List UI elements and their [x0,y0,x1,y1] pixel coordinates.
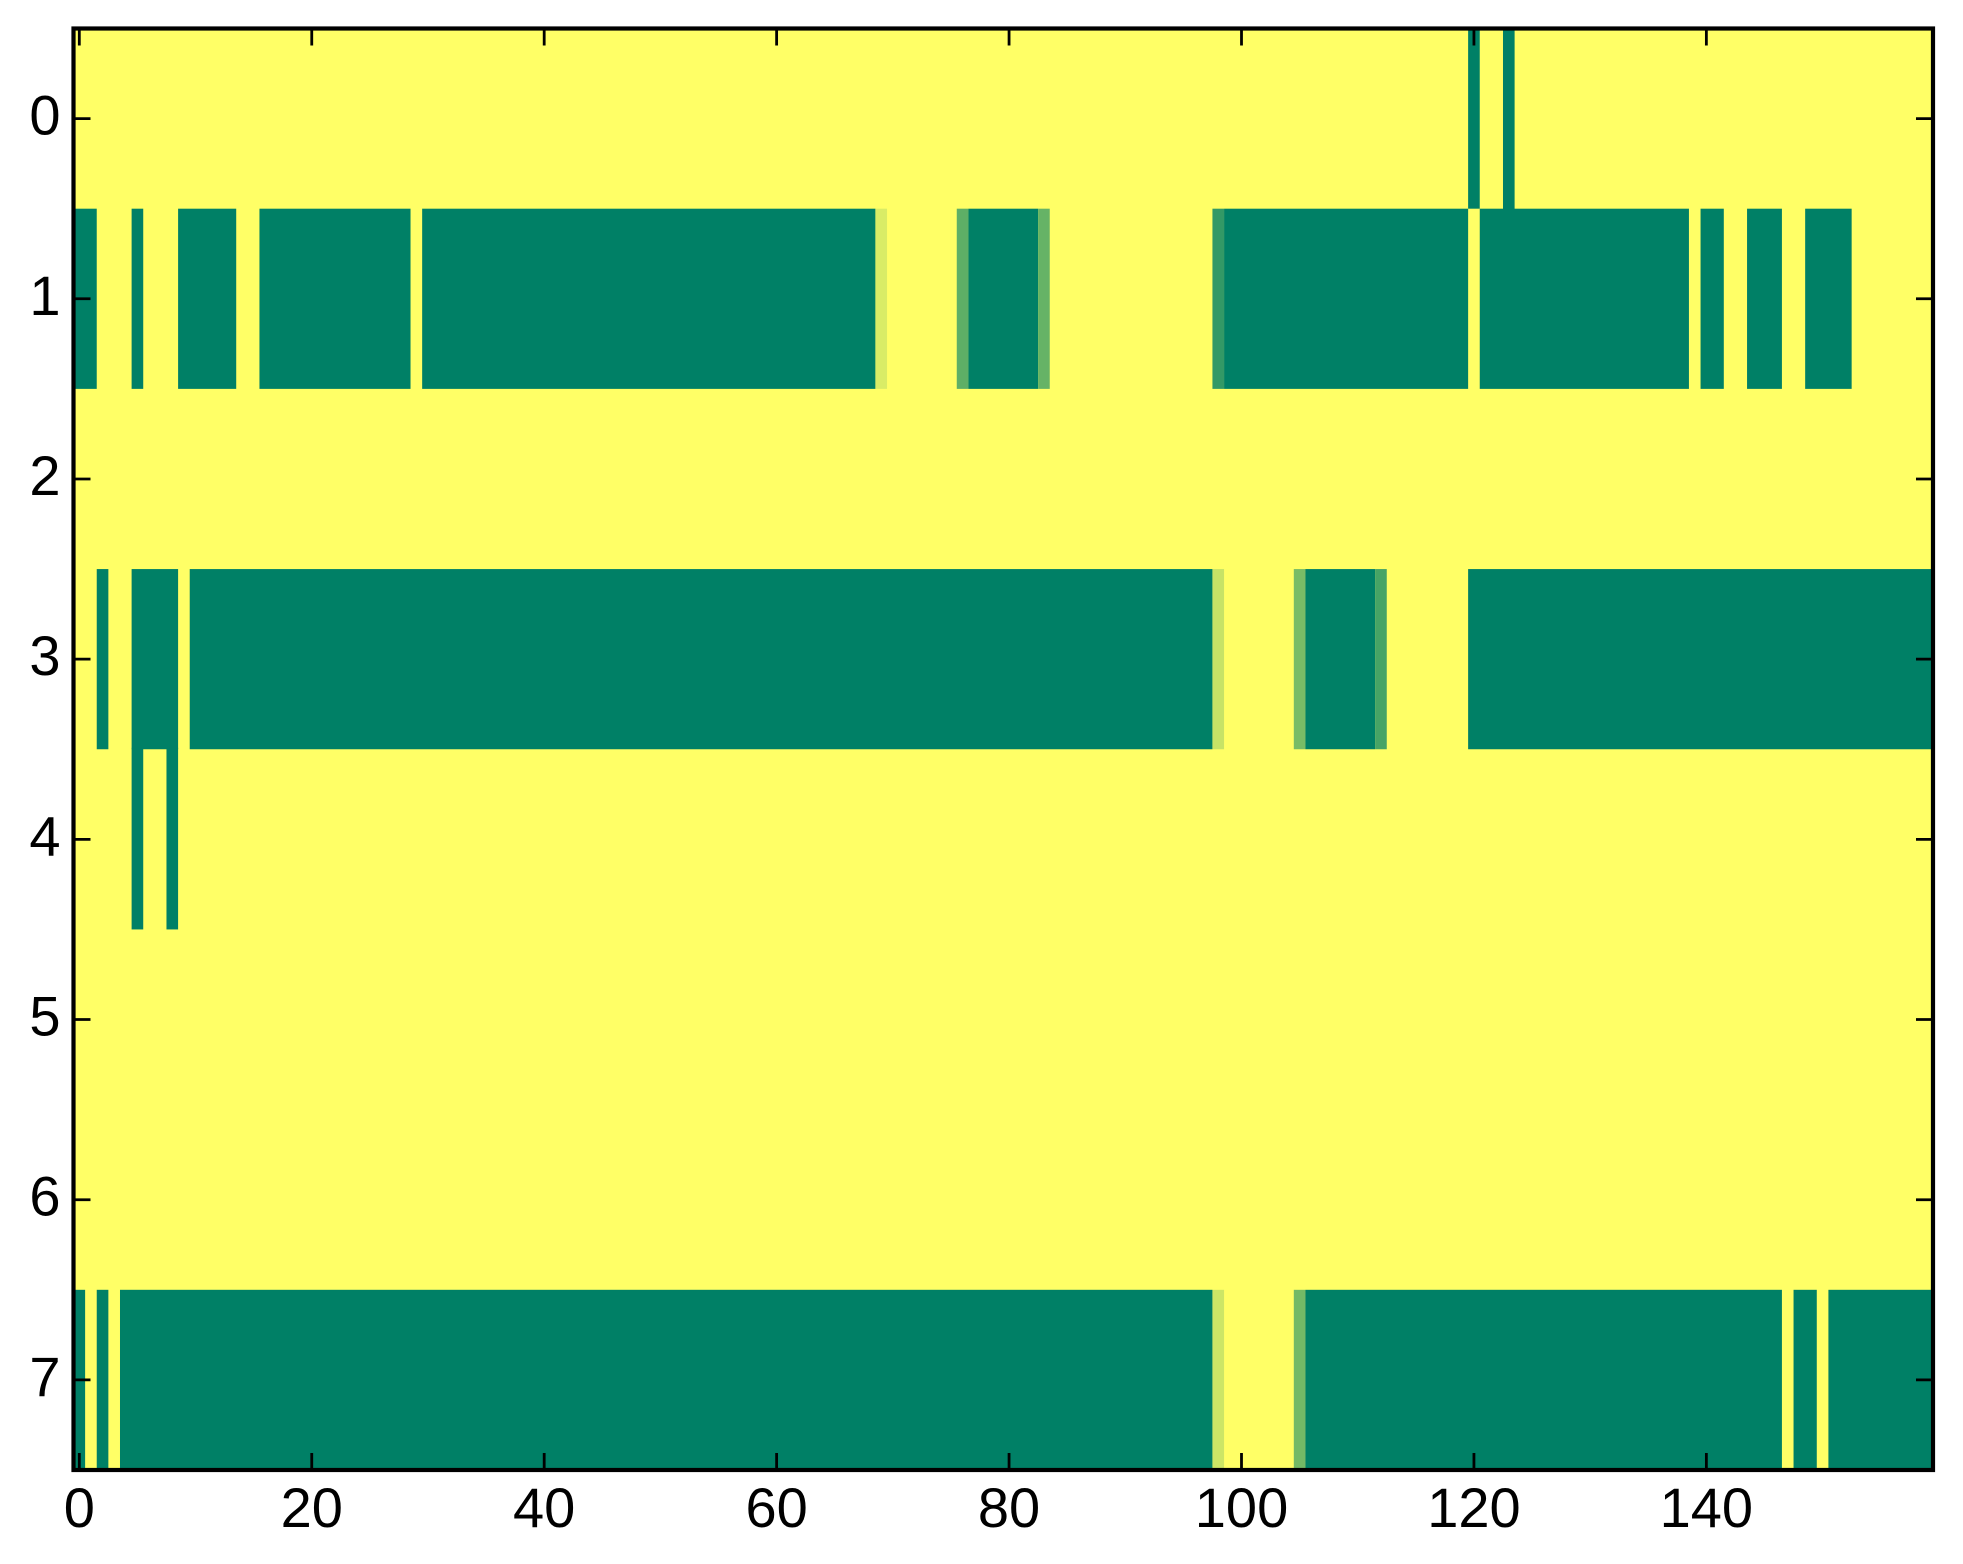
svg-text:6: 6 [29,1165,60,1228]
svg-text:0: 0 [29,84,60,147]
svg-text:2: 2 [29,444,60,507]
svg-text:140: 140 [1660,1476,1753,1539]
svg-text:1: 1 [29,264,60,327]
svg-text:0: 0 [64,1476,95,1539]
svg-text:80: 80 [978,1476,1040,1539]
svg-text:120: 120 [1427,1476,1520,1539]
svg-text:4: 4 [29,804,60,867]
svg-text:5: 5 [29,985,60,1048]
svg-text:40: 40 [513,1476,575,1539]
svg-text:100: 100 [1195,1476,1288,1539]
svg-text:7: 7 [29,1345,60,1408]
svg-text:3: 3 [29,624,60,687]
svg-text:20: 20 [281,1476,343,1539]
svg-text:60: 60 [745,1476,807,1539]
